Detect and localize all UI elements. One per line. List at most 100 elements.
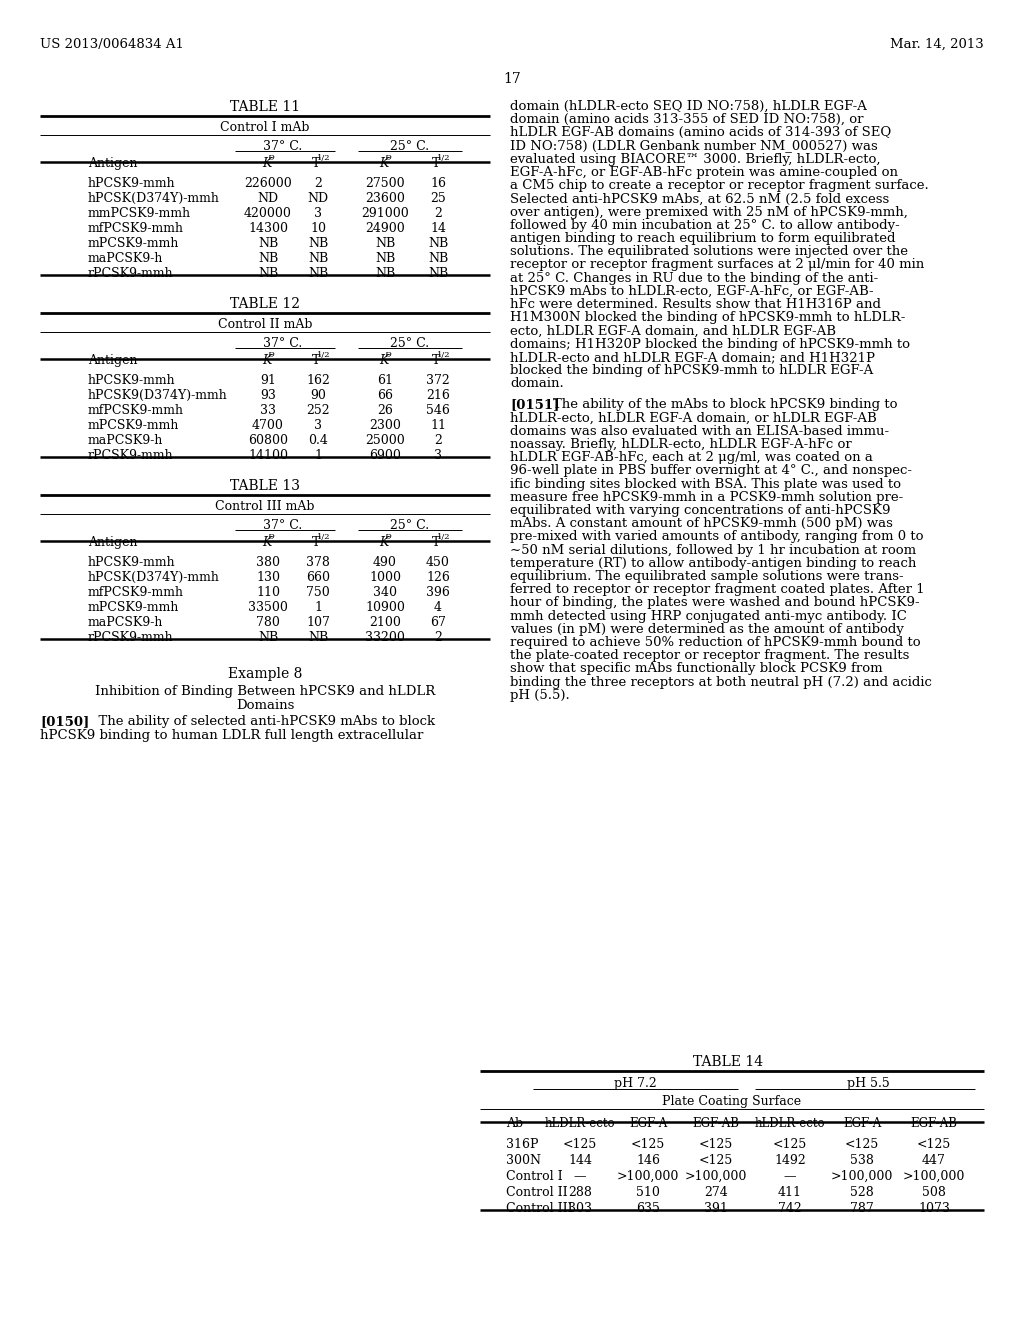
Text: Control I mAb: Control I mAb bbox=[220, 121, 309, 135]
Text: hPCSK9(D374Y)-mmh: hPCSK9(D374Y)-mmh bbox=[88, 389, 227, 403]
Text: 96-well plate in PBS buffer overnight at 4° C., and nonspec-: 96-well plate in PBS buffer overnight at… bbox=[510, 465, 912, 478]
Text: <125: <125 bbox=[698, 1154, 733, 1167]
Text: ND: ND bbox=[257, 191, 279, 205]
Text: 10: 10 bbox=[310, 222, 326, 235]
Text: [0150]: [0150] bbox=[40, 715, 89, 729]
Text: at 25° C. Changes in RU due to the binding of the anti-: at 25° C. Changes in RU due to the bindi… bbox=[510, 272, 879, 285]
Text: 1: 1 bbox=[314, 601, 322, 614]
Text: hPCSK(D374Y)-mmh: hPCSK(D374Y)-mmh bbox=[88, 572, 220, 583]
Text: domains was also evaluated with an ELISA-based immu-: domains was also evaluated with an ELISA… bbox=[510, 425, 889, 438]
Text: >100,000: >100,000 bbox=[830, 1170, 893, 1183]
Text: mfPCSK9-mmh: mfPCSK9-mmh bbox=[88, 404, 184, 417]
Text: The ability of the mAbs to block hPCSK9 binding to: The ability of the mAbs to block hPCSK9 … bbox=[553, 399, 897, 412]
Text: 66: 66 bbox=[377, 389, 393, 403]
Text: 110: 110 bbox=[256, 586, 280, 599]
Text: Selected anti-hPCSK9 mAbs, at 62.5 nM (2.5 fold excess: Selected anti-hPCSK9 mAbs, at 62.5 nM (2… bbox=[510, 193, 889, 206]
Text: T: T bbox=[432, 157, 440, 170]
Text: 510: 510 bbox=[636, 1185, 659, 1199]
Text: mfPCSK9-mmh: mfPCSK9-mmh bbox=[88, 586, 184, 599]
Text: ∼50 nM serial dilutions, followed by 1 hr incubation at room: ∼50 nM serial dilutions, followed by 1 h… bbox=[510, 544, 916, 557]
Text: >100,000: >100,000 bbox=[685, 1170, 748, 1183]
Text: hLDLR-ecto: hLDLR-ecto bbox=[755, 1117, 825, 1130]
Text: 780: 780 bbox=[256, 616, 280, 630]
Text: domain (amino acids 313-355 of SED ID NO:758), or: domain (amino acids 313-355 of SED ID NO… bbox=[510, 114, 863, 127]
Text: NB: NB bbox=[375, 252, 395, 265]
Text: 1/2: 1/2 bbox=[437, 154, 451, 162]
Text: >100,000: >100,000 bbox=[903, 1170, 966, 1183]
Text: Mar. 14, 2013: Mar. 14, 2013 bbox=[890, 38, 984, 51]
Text: NB: NB bbox=[375, 267, 395, 280]
Text: T: T bbox=[432, 354, 440, 367]
Text: solutions. The equilibrated solutions were injected over the: solutions. The equilibrated solutions we… bbox=[510, 246, 908, 259]
Text: 33: 33 bbox=[260, 404, 276, 417]
Text: rPCSK9-mmh: rPCSK9-mmh bbox=[88, 631, 174, 644]
Text: pH 5.5: pH 5.5 bbox=[847, 1077, 890, 1090]
Text: 162: 162 bbox=[306, 374, 330, 387]
Text: 25000: 25000 bbox=[366, 434, 404, 447]
Text: TABLE 12: TABLE 12 bbox=[230, 297, 300, 312]
Text: mPCSK9-mmh: mPCSK9-mmh bbox=[88, 418, 179, 432]
Text: 635: 635 bbox=[636, 1203, 659, 1214]
Text: D: D bbox=[384, 533, 391, 541]
Text: 447: 447 bbox=[922, 1154, 946, 1167]
Text: 130: 130 bbox=[256, 572, 280, 583]
Text: TABLE 14: TABLE 14 bbox=[693, 1055, 763, 1069]
Text: domain (hLDLR-ecto SEQ ID NO:758), hLDLR EGF-A: domain (hLDLR-ecto SEQ ID NO:758), hLDLR… bbox=[510, 100, 867, 114]
Text: 144: 144 bbox=[568, 1154, 592, 1167]
Text: NB: NB bbox=[258, 252, 279, 265]
Text: a CM5 chip to create a receptor or receptor fragment surface.: a CM5 chip to create a receptor or recep… bbox=[510, 180, 929, 193]
Text: [0151]: [0151] bbox=[510, 399, 559, 412]
Text: 1000: 1000 bbox=[369, 572, 401, 583]
Text: rPCSK9-mmh: rPCSK9-mmh bbox=[88, 267, 174, 280]
Text: the plate-coated receptor or receptor fragment. The results: the plate-coated receptor or receptor fr… bbox=[510, 649, 909, 663]
Text: 1/2: 1/2 bbox=[437, 351, 451, 359]
Text: 2100: 2100 bbox=[369, 616, 401, 630]
Text: 1/2: 1/2 bbox=[437, 533, 451, 541]
Text: 3: 3 bbox=[314, 207, 322, 220]
Text: over antigen), were premixed with 25 nM of hPCSK9-mmh,: over antigen), were premixed with 25 nM … bbox=[510, 206, 908, 219]
Text: D: D bbox=[384, 351, 391, 359]
Text: 33200: 33200 bbox=[366, 631, 404, 644]
Text: D: D bbox=[267, 154, 273, 162]
Text: 340: 340 bbox=[373, 586, 397, 599]
Text: 33500: 33500 bbox=[248, 601, 288, 614]
Text: 2300: 2300 bbox=[369, 418, 401, 432]
Text: NB: NB bbox=[258, 267, 279, 280]
Text: 25° C.: 25° C. bbox=[390, 337, 429, 350]
Text: hFc were determined. Results show that H1H316P and: hFc were determined. Results show that H… bbox=[510, 298, 881, 312]
Text: H1M300N blocked the binding of hPCSK9-mmh to hLDLR-: H1M300N blocked the binding of hPCSK9-mm… bbox=[510, 312, 905, 325]
Text: pH (5.5).: pH (5.5). bbox=[510, 689, 569, 702]
Text: Inhibition of Binding Between hPCSK9 and hLDLR: Inhibition of Binding Between hPCSK9 and… bbox=[95, 685, 435, 698]
Text: binding the three receptors at both neutral pH (7.2) and acidic: binding the three receptors at both neut… bbox=[510, 676, 932, 689]
Text: 3: 3 bbox=[314, 418, 322, 432]
Text: 372: 372 bbox=[426, 374, 450, 387]
Text: equilibrated with varying concentrations of anti-hPCSK9: equilibrated with varying concentrations… bbox=[510, 504, 891, 517]
Text: 490: 490 bbox=[373, 556, 397, 569]
Text: evaluated using BIACORE™ 3000. Briefly, hLDLR-ecto,: evaluated using BIACORE™ 3000. Briefly, … bbox=[510, 153, 881, 166]
Text: 25: 25 bbox=[430, 191, 445, 205]
Text: hPCSK9 mAbs to hLDLR-ecto, EGF-A-hFc, or EGF-AB-: hPCSK9 mAbs to hLDLR-ecto, EGF-A-hFc, or… bbox=[510, 285, 873, 298]
Text: 16: 16 bbox=[430, 177, 446, 190]
Text: 291000: 291000 bbox=[361, 207, 409, 220]
Text: 90: 90 bbox=[310, 389, 326, 403]
Text: 0.4: 0.4 bbox=[308, 434, 328, 447]
Text: 4: 4 bbox=[434, 601, 442, 614]
Text: 787: 787 bbox=[850, 1203, 873, 1214]
Text: values (in pM) were determined as the amount of antibody: values (in pM) were determined as the am… bbox=[510, 623, 904, 636]
Text: >100,000: >100,000 bbox=[616, 1170, 679, 1183]
Text: NB: NB bbox=[428, 267, 449, 280]
Text: T: T bbox=[312, 354, 321, 367]
Text: domains; H1H320P blocked the binding of hPCSK9-mmh to: domains; H1H320P blocked the binding of … bbox=[510, 338, 910, 351]
Text: NB: NB bbox=[428, 238, 449, 249]
Text: hLDLR-ecto and hLDLR EGF-A domain; and H1H321P: hLDLR-ecto and hLDLR EGF-A domain; and H… bbox=[510, 351, 874, 364]
Text: 93: 93 bbox=[260, 389, 275, 403]
Text: 2: 2 bbox=[434, 631, 442, 644]
Text: required to achieve 50% reduction of hPCSK9-mmh bound to: required to achieve 50% reduction of hPC… bbox=[510, 636, 921, 649]
Text: 1: 1 bbox=[314, 449, 322, 462]
Text: 274: 274 bbox=[705, 1185, 728, 1199]
Text: 126: 126 bbox=[426, 572, 450, 583]
Text: 14300: 14300 bbox=[248, 222, 288, 235]
Text: US 2013/0064834 A1: US 2013/0064834 A1 bbox=[40, 38, 184, 51]
Text: 288: 288 bbox=[568, 1185, 592, 1199]
Text: hour of binding, the plates were washed and bound hPCSK9-: hour of binding, the plates were washed … bbox=[510, 597, 920, 610]
